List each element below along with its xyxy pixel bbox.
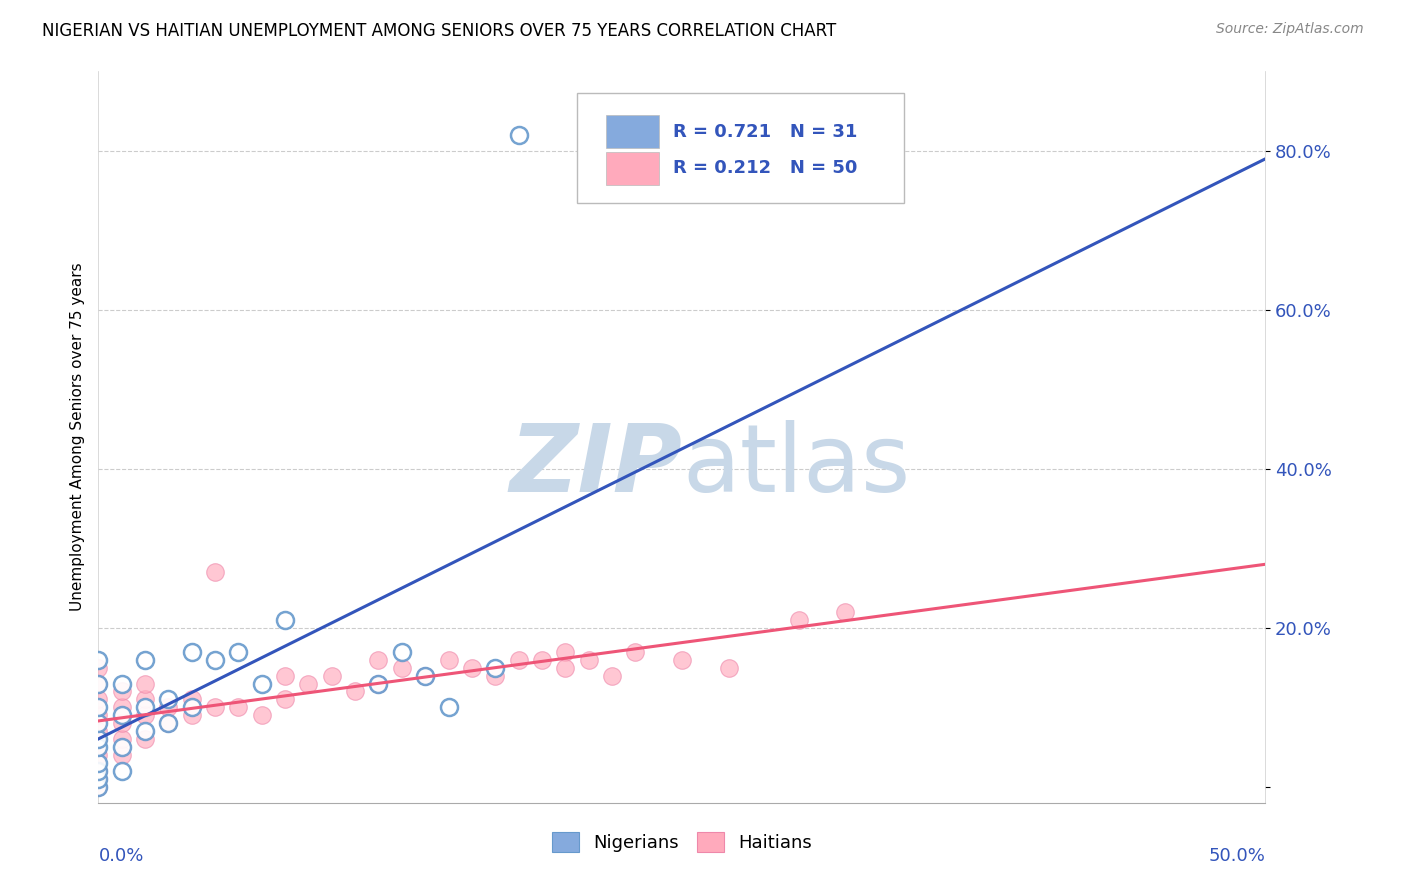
- Text: ZIP: ZIP: [509, 420, 682, 512]
- Point: [157, 700, 180, 714]
- Point: [180, 692, 202, 706]
- Point: [134, 700, 156, 714]
- Point: [157, 716, 180, 731]
- Point: [484, 660, 506, 674]
- Point: [484, 668, 506, 682]
- Point: [87, 660, 110, 674]
- Point: [111, 708, 134, 723]
- Point: [111, 676, 134, 690]
- Point: [134, 653, 156, 667]
- Point: [87, 780, 110, 794]
- Point: [87, 748, 110, 763]
- FancyBboxPatch shape: [606, 115, 658, 148]
- Point: [228, 700, 250, 714]
- Point: [204, 566, 226, 580]
- Text: atlas: atlas: [682, 420, 910, 512]
- Point: [87, 716, 110, 731]
- Point: [274, 613, 297, 627]
- Point: [787, 613, 810, 627]
- Point: [274, 692, 297, 706]
- Y-axis label: Unemployment Among Seniors over 75 years: Unemployment Among Seniors over 75 years: [69, 263, 84, 611]
- Point: [87, 708, 110, 723]
- Point: [87, 732, 110, 747]
- Point: [578, 653, 600, 667]
- Point: [461, 660, 484, 674]
- Point: [508, 653, 530, 667]
- Point: [87, 772, 110, 786]
- Point: [834, 605, 856, 619]
- Point: [134, 692, 156, 706]
- Text: 0.0%: 0.0%: [98, 847, 143, 864]
- Point: [530, 653, 553, 667]
- Point: [87, 653, 110, 667]
- Point: [321, 668, 343, 682]
- Point: [391, 645, 413, 659]
- Legend: Nigerians, Haitians: Nigerians, Haitians: [544, 825, 820, 860]
- Point: [600, 668, 623, 682]
- Point: [274, 668, 297, 682]
- Point: [111, 732, 134, 747]
- Point: [437, 700, 460, 714]
- Point: [228, 645, 250, 659]
- Point: [180, 708, 202, 723]
- Point: [413, 668, 436, 682]
- Point: [87, 732, 110, 747]
- Point: [250, 708, 273, 723]
- Point: [367, 653, 389, 667]
- Point: [87, 676, 110, 690]
- Point: [87, 780, 110, 794]
- Point: [87, 764, 110, 778]
- Point: [671, 653, 693, 667]
- Point: [437, 653, 460, 667]
- Text: Source: ZipAtlas.com: Source: ZipAtlas.com: [1216, 22, 1364, 37]
- Point: [111, 684, 134, 698]
- Point: [134, 732, 156, 747]
- Point: [134, 676, 156, 690]
- Point: [180, 700, 202, 714]
- Point: [87, 764, 110, 778]
- Point: [87, 724, 110, 739]
- Point: [344, 684, 367, 698]
- Point: [508, 128, 530, 142]
- Text: NIGERIAN VS HAITIAN UNEMPLOYMENT AMONG SENIORS OVER 75 YEARS CORRELATION CHART: NIGERIAN VS HAITIAN UNEMPLOYMENT AMONG S…: [42, 22, 837, 40]
- Point: [717, 660, 740, 674]
- Point: [157, 692, 180, 706]
- Point: [111, 740, 134, 755]
- Text: R = 0.212   N = 50: R = 0.212 N = 50: [672, 160, 856, 178]
- Point: [250, 676, 273, 690]
- Point: [180, 645, 202, 659]
- Point: [554, 660, 576, 674]
- Point: [111, 764, 134, 778]
- Point: [554, 645, 576, 659]
- Point: [87, 756, 110, 770]
- Point: [87, 692, 110, 706]
- Point: [413, 668, 436, 682]
- Point: [204, 653, 226, 667]
- Point: [111, 748, 134, 763]
- Point: [204, 700, 226, 714]
- Point: [367, 676, 389, 690]
- Point: [624, 645, 647, 659]
- FancyBboxPatch shape: [606, 152, 658, 185]
- FancyBboxPatch shape: [576, 94, 904, 203]
- Point: [134, 708, 156, 723]
- Text: R = 0.721   N = 31: R = 0.721 N = 31: [672, 123, 856, 141]
- Point: [87, 740, 110, 755]
- Point: [297, 676, 319, 690]
- Point: [87, 676, 110, 690]
- Point: [87, 700, 110, 714]
- Point: [391, 660, 413, 674]
- Text: 50.0%: 50.0%: [1209, 847, 1265, 864]
- Point: [111, 700, 134, 714]
- Point: [134, 724, 156, 739]
- Point: [367, 676, 389, 690]
- Point: [111, 716, 134, 731]
- Point: [87, 772, 110, 786]
- Point: [157, 716, 180, 731]
